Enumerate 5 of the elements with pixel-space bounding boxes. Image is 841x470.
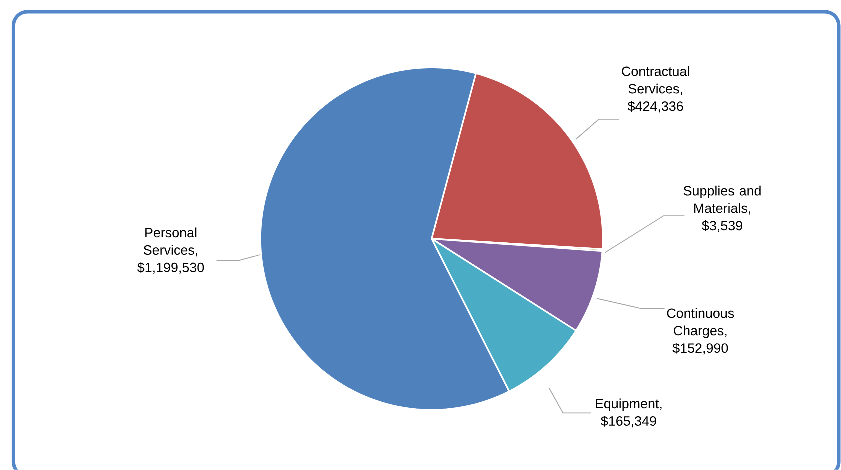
slice-label: Continuous Charges, $152,990 — [667, 308, 734, 355]
slice-label: Supplies and Materials, $3,539 — [684, 186, 761, 232]
slice-label: Equipment, $165,349 — [596, 398, 662, 428]
slice-label: Personal Services, $1,199,530 — [138, 228, 204, 274]
slice-label: Contractual Services, $424,336 — [622, 66, 690, 113]
